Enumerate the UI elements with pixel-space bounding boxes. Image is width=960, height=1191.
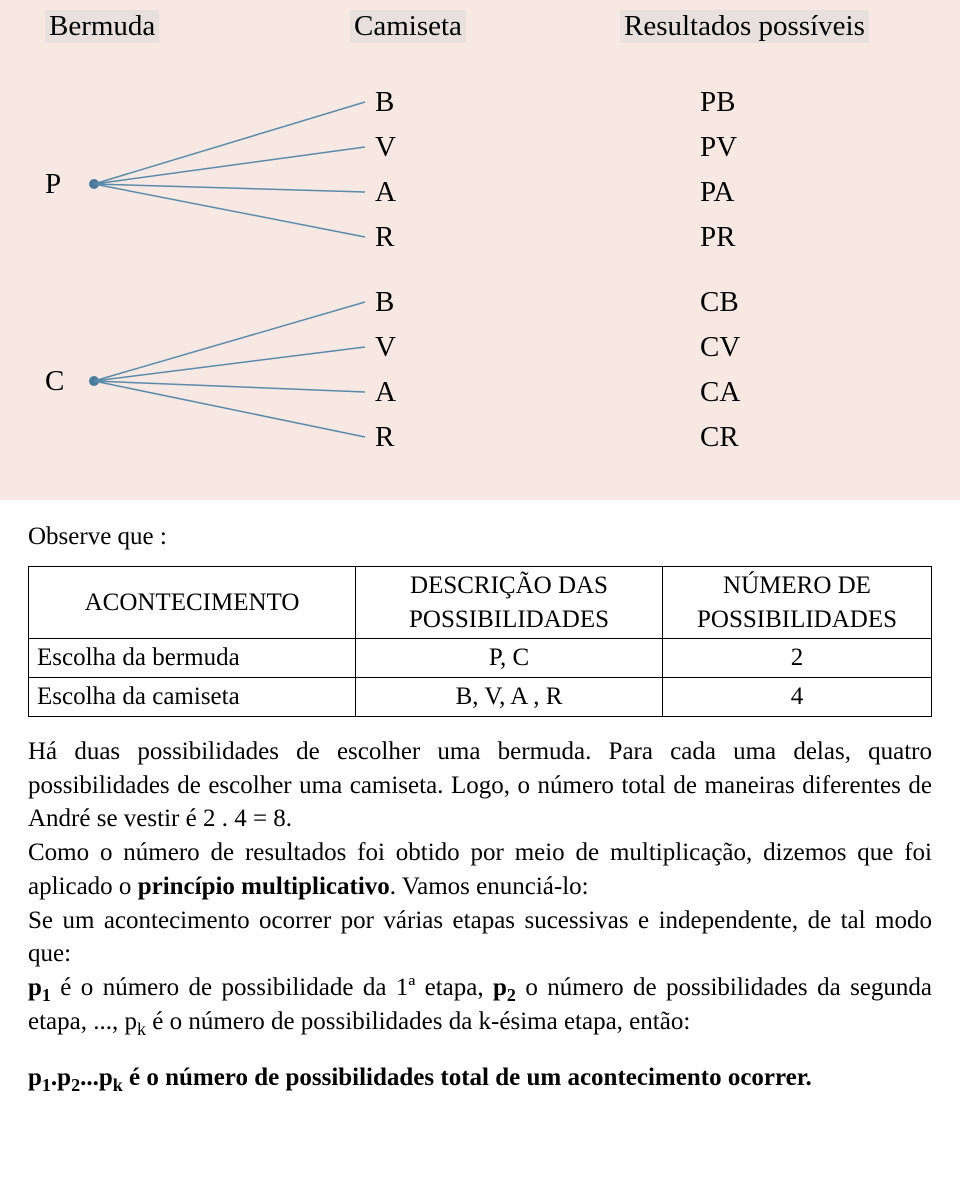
para-text: é o número de possibilidades da k-ésima … bbox=[146, 1008, 690, 1035]
result-node: PA bbox=[700, 176, 734, 209]
table-cell: Escolha da bermuda bbox=[29, 639, 356, 678]
branch-node: B bbox=[375, 286, 394, 319]
fp-p2: p bbox=[57, 1064, 71, 1091]
table-row: Escolha da bermuda P, C 2 bbox=[29, 639, 932, 678]
p1-sub: 1 bbox=[42, 985, 51, 1005]
table-cell: 4 bbox=[663, 678, 932, 717]
root-node-c: C bbox=[45, 365, 64, 398]
p2-bold: p bbox=[493, 974, 507, 1001]
final-statement: p1.p2...pk é o número de possibilidades … bbox=[28, 1061, 932, 1095]
pk-sub: k bbox=[137, 1019, 146, 1039]
para-text: Há duas possibilidades de escolher uma b… bbox=[28, 738, 932, 833]
possibilities-table: ACONTECIMENTO DESCRIÇÃO DAS POSSIBILIDAD… bbox=[28, 566, 932, 717]
branch-node: V bbox=[375, 331, 396, 364]
table-cell: 2 bbox=[663, 639, 932, 678]
observe-intro: Observe que : bbox=[28, 520, 932, 554]
branch-node: R bbox=[375, 221, 394, 254]
p1-bold: p bbox=[28, 974, 42, 1001]
result-node: PB bbox=[700, 86, 735, 119]
fp-pk: p bbox=[99, 1064, 113, 1091]
p2-sub: 2 bbox=[507, 985, 516, 1005]
fp-s1: 1 bbox=[42, 1075, 51, 1095]
table-header: NÚMERO DE POSSIBILIDADES bbox=[663, 566, 932, 639]
diagram-lines bbox=[0, 0, 960, 480]
result-node: CR bbox=[700, 421, 739, 454]
branch-node: V bbox=[375, 131, 396, 164]
result-node: CB bbox=[700, 286, 739, 319]
result-node: CA bbox=[700, 376, 740, 409]
result-node: PV bbox=[700, 131, 737, 164]
branch-node: R bbox=[375, 421, 394, 454]
result-node: PR bbox=[700, 221, 735, 254]
fp-rest: é o número de possibilidades total de um… bbox=[123, 1064, 812, 1091]
fp-dots: ... bbox=[80, 1064, 99, 1091]
table-cell: Escolha da camiseta bbox=[29, 678, 356, 717]
branch-node: B bbox=[375, 86, 394, 119]
para-text: é o número de possibilidade da 1ª etapa, bbox=[51, 974, 493, 1001]
table-header-row: ACONTECIMENTO DESCRIÇÃO DAS POSSIBILIDAD… bbox=[29, 566, 932, 639]
para-text: Se um acontecimento ocorrer por várias e… bbox=[28, 907, 932, 968]
paragraph-explanation: Há duas possibilidades de escolher uma b… bbox=[28, 735, 932, 1039]
fp-p1: p bbox=[28, 1064, 42, 1091]
fp-s2: 2 bbox=[71, 1075, 80, 1095]
table-header: ACONTECIMENTO bbox=[29, 566, 356, 639]
tree-diagram: Bermuda Camiseta Resultados possíveis P … bbox=[0, 0, 960, 500]
table-cell: B, V, A , R bbox=[356, 678, 663, 717]
table-header: DESCRIÇÃO DAS POSSIBILIDADES bbox=[356, 566, 663, 639]
branch-node: A bbox=[375, 376, 396, 409]
text-content: Observe que : ACONTECIMENTO DESCRIÇÃO DA… bbox=[0, 500, 960, 1114]
root-node-p: P bbox=[45, 168, 61, 201]
principio-bold: princípio multiplicativo bbox=[138, 873, 390, 900]
table-cell: P, C bbox=[356, 639, 663, 678]
para-text: . Vamos enunciá-lo: bbox=[390, 873, 589, 900]
fp-sk: k bbox=[113, 1075, 123, 1095]
branch-node: A bbox=[375, 176, 396, 209]
table-row: Escolha da camiseta B, V, A , R 4 bbox=[29, 678, 932, 717]
result-node: CV bbox=[700, 331, 740, 364]
